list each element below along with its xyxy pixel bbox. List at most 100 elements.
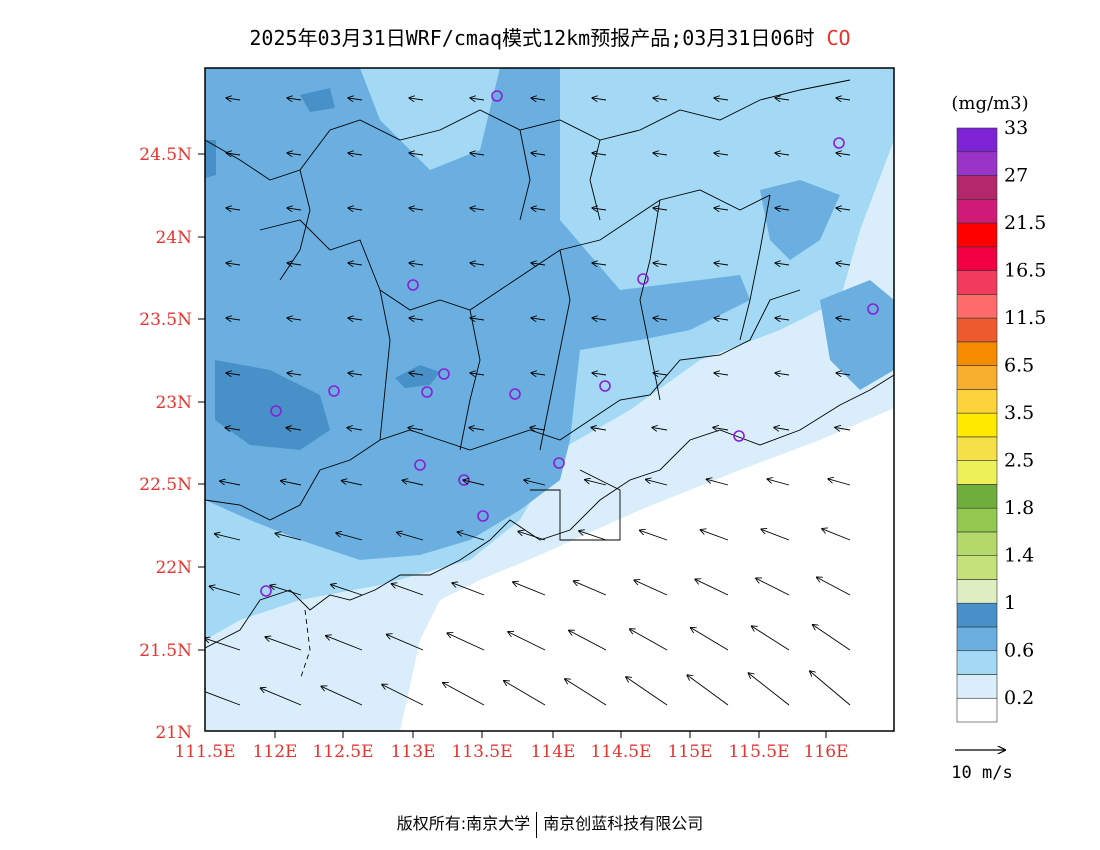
station-marker — [867, 303, 879, 315]
station-marker — [421, 386, 433, 398]
wind-arrow — [761, 529, 790, 541]
monitoring-stations — [260, 90, 879, 597]
wind-arrow — [409, 208, 424, 210]
plot-frame — [204, 67, 895, 732]
footer-right: 南京创蓝科技有限公司 — [543, 814, 704, 833]
wind-arrow — [691, 628, 729, 651]
colorbar-labels: 0.2 0.6 1 1.4 1.8 2.5 3.5 6.5 11.5 16.5 21.5 27 33 — [1004, 117, 1046, 709]
chart-title: 2025年03月31日WRF/cmaq模式12km预报产品;03月31日06时 C… — [0, 22, 1100, 51]
lon-tick-label: 112E — [253, 742, 298, 762]
wind-arrow — [569, 630, 607, 651]
station-marker — [833, 137, 845, 149]
wind-arrow — [836, 98, 851, 100]
wind-arrow — [382, 684, 424, 706]
wind-arrow — [470, 318, 485, 320]
station-marker — [733, 430, 745, 442]
wind-arrow — [530, 428, 546, 430]
wind-arrow — [751, 626, 790, 651]
station-marker — [491, 90, 503, 102]
wind-arrow — [348, 153, 363, 155]
wind-arrow — [286, 428, 302, 430]
wind-arrow — [321, 686, 363, 706]
wind-arrow — [408, 428, 424, 430]
wind-legend-label: 10 m/s — [951, 763, 1012, 783]
lat-tick-label: 21.5N — [139, 641, 192, 661]
wind-arrow — [531, 373, 546, 375]
wind-arrow — [226, 153, 241, 155]
colorbar — [956, 127, 998, 723]
concentration-field — [205, 68, 894, 731]
wind-arrow — [275, 533, 302, 541]
wind-arrow — [775, 318, 790, 320]
colorbar-swatch — [956, 674, 998, 699]
wind-arrow — [470, 263, 485, 265]
colorbar-label: 2.5 — [1004, 450, 1034, 472]
lat-tick-label: 22.5N — [139, 475, 192, 495]
lat-tick-marks — [198, 153, 205, 651]
wind-arrow — [215, 534, 241, 541]
colorbar-unit: (mg/m3) — [951, 93, 1028, 114]
colorbar-label: 33 — [1004, 117, 1028, 139]
wind-arrow — [836, 208, 851, 210]
colorbar-swatch — [956, 555, 998, 580]
colorbar-swatch — [956, 650, 998, 675]
colorbar-swatch — [956, 389, 998, 414]
lat-tick-label: 23.5N — [139, 310, 192, 330]
copyright-footer: 版权所有:南京大学 南京创蓝科技有限公司 — [0, 810, 1100, 838]
wind-arrow — [835, 427, 851, 430]
lat-tick-label: 24N — [155, 228, 192, 248]
lon-tick-label: 116E — [804, 742, 849, 762]
wind-arrow — [409, 263, 424, 265]
title-main: 2025年03月31日WRF/cmaq模式12km预报产品;03月31日06时 — [249, 26, 815, 50]
wind-arrow — [836, 318, 851, 320]
wind-arrow — [748, 673, 790, 706]
wind-arrow — [531, 318, 546, 320]
colorbar-swatch — [956, 412, 998, 438]
colorbar-label: 6.5 — [1004, 355, 1034, 377]
wind-arrow — [836, 153, 851, 155]
wind-arrow — [706, 479, 729, 486]
wind-arrow — [695, 579, 729, 596]
colorbar-swatch — [956, 294, 998, 319]
wind-arrow — [775, 263, 790, 265]
wind-arrow — [714, 98, 729, 100]
colorbar-swatch — [956, 270, 998, 295]
colorbar-label: 3.5 — [1004, 402, 1034, 424]
wind-arrow — [714, 318, 729, 320]
colorbar-swatch — [956, 127, 998, 153]
wind-arrow — [457, 532, 485, 541]
wind-arrow — [205, 690, 241, 706]
colorbar-swatch — [956, 531, 998, 556]
wind-arrow — [287, 263, 302, 265]
wind-arrow — [209, 586, 241, 596]
wind-arrow — [281, 481, 302, 486]
lon-tick-label: 112.5E — [312, 742, 373, 762]
wind-arrow — [326, 636, 363, 651]
wind-arrow — [592, 263, 607, 265]
colorbar-swatch — [956, 697, 998, 723]
lat-tick-label: 22N — [155, 558, 192, 578]
lon-tick-label: 115E — [668, 742, 713, 762]
wind-arrow — [226, 318, 241, 320]
wind-arrow — [504, 681, 546, 706]
wind-arrow — [348, 208, 363, 210]
wind-arrow — [531, 208, 546, 210]
wind-arrow — [812, 625, 851, 651]
wind-arrow — [531, 153, 546, 155]
wind-arrow — [452, 583, 485, 596]
wind-arrow — [592, 373, 607, 375]
wind-arrow — [447, 633, 485, 651]
wind-arrow — [397, 532, 424, 541]
lat-tick-label: 23N — [155, 393, 192, 413]
wind-arrow — [348, 318, 363, 320]
station-marker — [477, 510, 489, 522]
wind-arrow — [270, 585, 302, 596]
wind-arrow — [348, 263, 363, 265]
wind-arrow — [714, 153, 729, 155]
colorbar-label: 27 — [1004, 165, 1028, 187]
lon-tick-label: 114E — [531, 742, 576, 762]
wind-arrow — [470, 98, 485, 100]
wind-arrow — [470, 208, 485, 210]
wind-arrow — [822, 529, 851, 541]
